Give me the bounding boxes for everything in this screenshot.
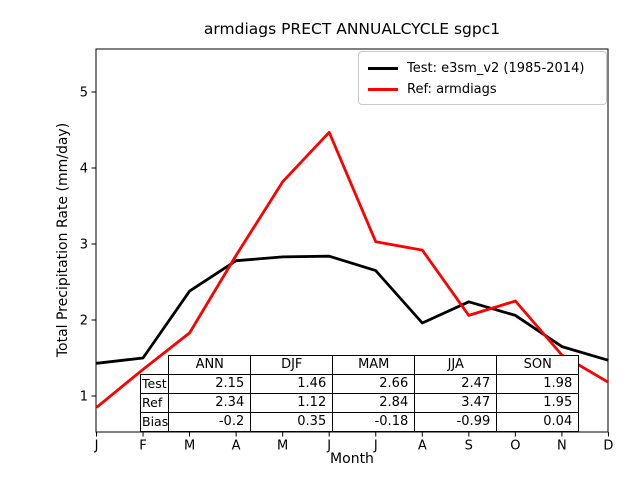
table-cell: 1.46 <box>250 374 334 394</box>
chart-title: armdiags PRECT ANNUALCYCLE sgpc1 <box>203 20 501 38</box>
table-cell: 0.35 <box>250 412 334 432</box>
legend-line-swatch-test <box>368 67 398 70</box>
legend: Test: e3sm_v2 (1985-2014) Ref: armdiags <box>358 51 607 105</box>
table-row-label: Ref <box>139 393 170 413</box>
x-tick-label: J <box>326 439 331 454</box>
x-tick-label: D <box>603 439 613 454</box>
table-cell: -0.2 <box>168 412 252 432</box>
y-tick-label: 3 <box>80 238 88 253</box>
table-cell: -0.99 <box>414 412 498 432</box>
table-header: DJF <box>250 355 334 375</box>
table-cell: 2.15 <box>168 374 252 394</box>
table-cell: 2.47 <box>414 374 498 394</box>
table-cell: 2.34 <box>168 393 252 413</box>
table-cell: 3.47 <box>414 393 498 413</box>
table-row: Ref 2.34 1.12 2.84 3.47 1.95 <box>139 393 580 413</box>
table-row: Test 2.15 1.46 2.66 2.47 1.98 <box>139 374 580 394</box>
x-tick-label: F <box>139 439 146 454</box>
x-tick-label: A <box>418 439 427 454</box>
table-header: JJA <box>414 355 498 375</box>
table-row-label: Bias <box>139 412 170 432</box>
table-cell: 1.98 <box>496 374 580 394</box>
table-header: MAM <box>332 355 416 375</box>
series-line-ref <box>95 130 610 409</box>
legend-label: Test: e3sm_v2 (1985-2014) <box>407 61 585 76</box>
series-line-test <box>96 254 609 365</box>
legend-line-swatch-ref <box>368 88 398 91</box>
table-cell: 1.12 <box>250 393 334 413</box>
plot-border <box>95 48 609 433</box>
y-tick-label: 4 <box>80 162 88 177</box>
y-tick-label: 1 <box>80 390 88 405</box>
table-cell: -0.18 <box>332 412 416 432</box>
table-cell: 1.95 <box>496 393 580 413</box>
y-axis-label: Total Precipitation Rate (mm/day) <box>55 122 71 358</box>
legend-label: Ref: armdiags <box>407 82 497 97</box>
table-header: SON <box>496 355 580 375</box>
table-header-row: ANN DJF MAM JJA SON <box>141 355 580 375</box>
table-cell: 2.84 <box>332 393 416 413</box>
x-axis-label: Month <box>330 451 374 467</box>
table-header: ANN <box>168 355 252 375</box>
x-tick-label: M <box>277 439 288 454</box>
x-tick-label: N <box>557 439 567 454</box>
table-row-label: Test <box>139 374 170 394</box>
table-corner-cell <box>141 356 169 375</box>
legend-item-ref: Ref: armdiags <box>368 79 606 100</box>
x-tick-label: J <box>94 439 99 454</box>
x-tick-label: J <box>373 439 378 454</box>
x-tick-label: M <box>184 439 195 454</box>
y-tick-label: 5 <box>80 86 88 101</box>
x-tick-label: S <box>465 439 473 454</box>
x-tick-label: A <box>232 439 241 454</box>
table-row: Bias -0.2 0.35 -0.18 -0.99 0.04 <box>139 412 580 432</box>
y-tick-label: 2 <box>80 314 88 329</box>
table-cell: 2.66 <box>332 374 416 394</box>
x-tick-label: O <box>510 439 520 454</box>
stats-table: ANN DJF MAM JJA SON Test 2.15 1.46 2.66 2.47 1.98 R… <box>139 355 580 432</box>
table-cell: 0.04 <box>496 412 580 432</box>
legend-item-test: Test: e3sm_v2 (1985-2014) <box>368 58 606 79</box>
